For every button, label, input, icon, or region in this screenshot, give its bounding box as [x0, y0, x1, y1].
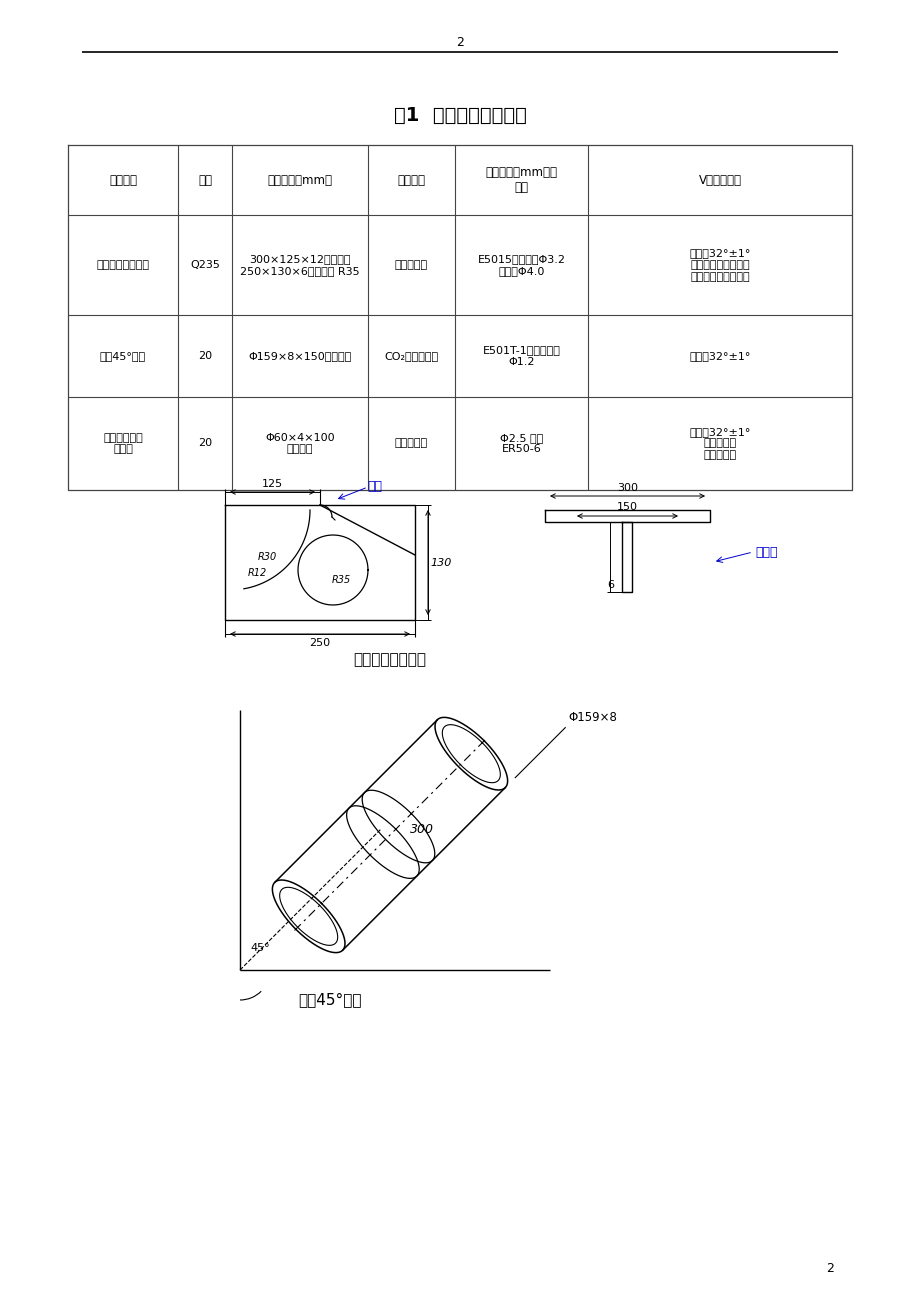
Text: R35: R35: [331, 575, 350, 585]
Text: 竞赛项目: 竞赛项目: [108, 173, 137, 186]
Text: 300: 300: [409, 823, 434, 836]
Text: 试件: 试件: [367, 480, 382, 493]
Text: 单侧：32°±1°: 单侧：32°±1°: [688, 352, 750, 361]
Text: 焊材规格（mm）及
型号: 焊材规格（mm）及 型号: [485, 165, 557, 194]
Text: 障碍板: 障碍板: [754, 546, 777, 559]
Text: E501T-1，药芯焊丝
Φ1.2: E501T-1，药芯焊丝 Φ1.2: [482, 345, 560, 367]
Text: 焊条电弧焊: 焊条电弧焊: [394, 260, 427, 270]
Text: R12: R12: [247, 568, 267, 578]
Text: 130: 130: [430, 557, 451, 568]
Text: 125: 125: [262, 479, 283, 490]
Text: Φ159×8: Φ159×8: [568, 711, 617, 724]
Text: 单侧：32°±1°
（障碍板固定在焊架
上，位置如图所示）: 单侧：32°±1° （障碍板固定在焊架 上，位置如图所示）: [688, 249, 750, 281]
Text: 6: 6: [607, 579, 613, 590]
Text: V形坡口角度: V形坡口角度: [698, 173, 741, 186]
Text: E5015，底层：Φ3.2
其它：Φ4.0: E5015，底层：Φ3.2 其它：Φ4.0: [477, 254, 565, 276]
Text: 20: 20: [198, 352, 212, 361]
Text: 板：仰位加障碍板: 板：仰位加障碍板: [96, 260, 150, 270]
Text: Φ159×8×150（一对）: Φ159×8×150（一对）: [248, 352, 351, 361]
Text: 材质: 材质: [198, 173, 211, 186]
Text: 2: 2: [825, 1262, 833, 1275]
Text: 试件规格（mm）: 试件规格（mm）: [267, 173, 332, 186]
Text: 45°: 45°: [250, 943, 269, 953]
Text: 150: 150: [617, 503, 637, 512]
Text: 钨极氩弧焊: 钨极氩弧焊: [394, 439, 427, 448]
Text: 管：水平固定
加障碍: 管：水平固定 加障碍: [103, 432, 142, 454]
Text: Φ60×4×100
（一对）: Φ60×4×100 （一对）: [265, 432, 335, 454]
Text: 单侧：32°±1°
（障碍间距
如图所示）: 单侧：32°±1° （障碍间距 如图所示）: [688, 427, 750, 460]
Text: 表1  实际操作竞赛项目: 表1 实际操作竞赛项目: [393, 105, 526, 125]
Text: 250: 250: [309, 638, 330, 648]
Text: Q235: Q235: [190, 260, 220, 270]
Text: 2: 2: [456, 35, 463, 48]
Text: Φ2.5 焊丝
ER50-6: Φ2.5 焊丝 ER50-6: [499, 432, 542, 454]
Text: R30: R30: [257, 552, 277, 562]
Text: CO₂气体保护焊: CO₂气体保护焊: [384, 352, 438, 361]
Text: 板：仰位加障碍板: 板：仰位加障碍板: [353, 652, 426, 668]
Text: 20: 20: [198, 439, 212, 448]
Text: 300: 300: [617, 483, 637, 493]
Text: 管：45°固定: 管：45°固定: [298, 992, 361, 1008]
Text: 管：45°固定: 管：45°固定: [100, 352, 146, 361]
Text: 300×125×12（一对）
250×130×6，半圆孔 R35: 300×125×12（一对） 250×130×6，半圆孔 R35: [240, 254, 359, 276]
Text: 焊接方法: 焊接方法: [397, 173, 425, 186]
